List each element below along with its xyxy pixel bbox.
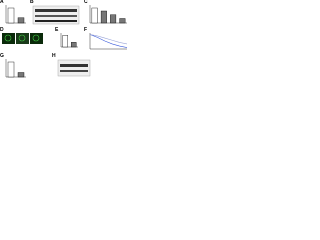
cell	[32, 34, 40, 42]
bar	[7, 7, 15, 24]
band	[35, 9, 77, 12]
blot	[57, 59, 91, 77]
micrograph	[30, 33, 43, 44]
band	[60, 70, 88, 72]
band	[35, 15, 77, 17]
micrograph	[16, 33, 29, 44]
panel-label: F	[84, 27, 87, 33]
line	[89, 34, 128, 45]
cell	[4, 34, 12, 42]
micrograph	[2, 33, 15, 44]
bar	[17, 72, 25, 78]
line	[89, 34, 128, 48]
panel-label: E	[55, 27, 59, 33]
band	[35, 20, 77, 22]
bar	[91, 7, 98, 24]
bar	[110, 14, 117, 24]
panel-label: D	[0, 27, 4, 33]
bar	[100, 10, 107, 24]
panel-label: G	[0, 53, 4, 59]
bar	[17, 17, 25, 24]
bar	[7, 61, 15, 78]
cell	[18, 34, 26, 42]
panel-label: C	[84, 0, 88, 5]
figure: A B C D E F G H	[0, 0, 128, 78]
panel-label: H	[52, 53, 56, 59]
bar	[62, 35, 69, 48]
bar	[119, 18, 126, 24]
panel-label: A	[0, 0, 4, 5]
band	[60, 64, 88, 67]
panel-label: B	[30, 0, 34, 5]
bar	[70, 42, 77, 48]
